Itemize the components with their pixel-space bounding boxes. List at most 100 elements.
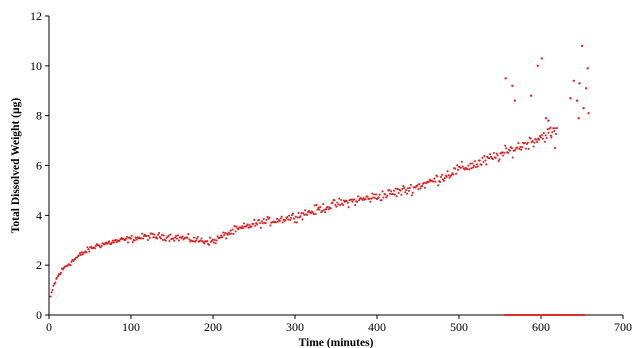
data-point	[77, 254, 80, 257]
data-point	[473, 160, 477, 163]
data-point	[100, 244, 103, 247]
data-point	[301, 218, 304, 221]
data-point	[423, 181, 426, 184]
data-point	[504, 77, 507, 80]
data-point	[532, 145, 535, 148]
data-point	[434, 180, 437, 183]
data-point	[93, 247, 97, 250]
data-point	[110, 241, 113, 244]
data-point	[340, 198, 343, 202]
data-point	[584, 87, 588, 90]
data-point	[406, 187, 410, 190]
data-point	[160, 233, 163, 237]
data-point	[481, 156, 484, 159]
data-point	[242, 222, 246, 225]
data-point	[587, 112, 590, 115]
data-point	[211, 238, 214, 241]
data-point	[215, 239, 218, 242]
data-point	[446, 170, 449, 173]
x-tick-label: 300	[286, 320, 304, 334]
data-point	[148, 236, 151, 239]
data-point	[356, 200, 359, 203]
data-point	[108, 240, 111, 243]
data-point	[354, 203, 357, 206]
data-point	[338, 197, 341, 200]
data-point	[508, 149, 511, 152]
data-point	[485, 163, 488, 166]
data-point	[290, 216, 293, 219]
data-point	[402, 185, 405, 188]
data-point	[527, 147, 530, 150]
x-tick-label: 0	[46, 320, 52, 334]
data-point	[536, 141, 539, 144]
data-point	[142, 237, 145, 240]
data-point	[540, 133, 543, 136]
data-point	[292, 217, 295, 220]
data-point	[176, 234, 179, 237]
data-point	[513, 99, 516, 102]
data-point	[478, 159, 481, 162]
data-point	[584, 314, 587, 316]
data-point	[421, 185, 424, 188]
data-point	[224, 237, 228, 240]
data-point	[56, 276, 59, 279]
data-point	[230, 232, 233, 235]
data-point	[439, 175, 443, 178]
data-point	[364, 197, 367, 201]
data-point	[520, 148, 523, 151]
data-point	[315, 204, 318, 207]
data-point	[147, 234, 150, 237]
data-point	[208, 243, 211, 246]
data-point	[553, 129, 556, 133]
data-point	[489, 155, 493, 158]
data-point	[295, 221, 298, 224]
data-point	[531, 140, 534, 143]
data-point	[69, 264, 72, 267]
data-point	[118, 239, 121, 242]
data-point	[274, 221, 278, 224]
data-point	[494, 156, 497, 160]
data-point	[357, 195, 360, 198]
data-point	[405, 189, 408, 192]
data-point	[517, 142, 520, 145]
data-point	[586, 67, 589, 70]
data-point	[460, 160, 463, 163]
data-point	[191, 240, 195, 243]
data-point	[476, 165, 479, 168]
data-point	[401, 187, 404, 190]
data-point	[502, 154, 505, 157]
data-point	[299, 215, 302, 218]
data-point	[386, 194, 389, 197]
data-point	[391, 193, 394, 196]
data-point	[221, 236, 224, 239]
data-point	[153, 233, 156, 236]
data-point	[361, 198, 364, 202]
data-point	[319, 205, 322, 208]
data-point	[235, 225, 238, 228]
data-point	[284, 219, 287, 222]
data-point	[252, 222, 255, 225]
data-point	[371, 192, 374, 195]
data-point	[152, 236, 155, 239]
data-point	[535, 138, 538, 141]
data-point	[297, 211, 300, 214]
data-point	[266, 215, 269, 218]
y-tick-label: 2	[36, 258, 42, 272]
data-point	[409, 183, 412, 186]
data-point	[550, 136, 553, 139]
data-point	[151, 232, 154, 235]
data-point	[339, 203, 342, 207]
data-point	[406, 192, 409, 195]
data-point	[54, 281, 57, 284]
data-point	[188, 238, 191, 241]
data-point	[80, 251, 83, 254]
data-point	[233, 225, 236, 228]
data-point	[461, 165, 464, 168]
data-point	[287, 218, 290, 221]
x-tick-label: 500	[450, 320, 468, 334]
data-point	[175, 237, 179, 240]
data-point	[313, 204, 316, 207]
y-tick-label: 10	[30, 59, 42, 73]
data-point	[394, 187, 397, 190]
